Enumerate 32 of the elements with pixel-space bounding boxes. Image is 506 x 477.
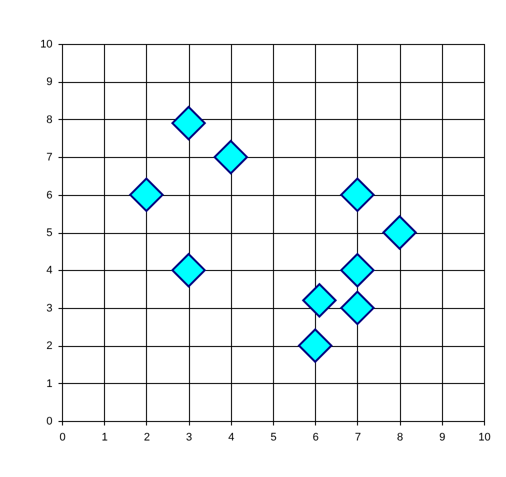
y-tick-label: 6 bbox=[46, 189, 52, 202]
x-tick-label: 2 bbox=[144, 432, 150, 444]
point bbox=[302, 283, 337, 318]
point bbox=[382, 215, 417, 250]
y-tick-label: 10 bbox=[40, 38, 52, 50]
x-tick-label: 9 bbox=[439, 432, 446, 444]
point bbox=[298, 328, 332, 363]
x-tick-label: 8 bbox=[397, 432, 404, 444]
x-tick-label: 10 bbox=[478, 432, 491, 444]
x-tick-label: 4 bbox=[228, 432, 234, 444]
y-tick-label: 0 bbox=[46, 416, 52, 428]
point bbox=[129, 178, 164, 212]
y-tick-label: 7 bbox=[46, 152, 52, 164]
x-tick-label: 7 bbox=[354, 432, 361, 444]
x-tick-label: 0 bbox=[59, 432, 66, 444]
y-tick-label: 9 bbox=[46, 76, 52, 88]
x-tick-label: 6 bbox=[312, 432, 319, 444]
x-tick-label: 3 bbox=[186, 432, 192, 444]
y-tick-label: 1 bbox=[46, 378, 52, 390]
x-tick-label: 1 bbox=[102, 432, 108, 444]
point bbox=[340, 253, 375, 288]
y-tick-label: 4 bbox=[46, 264, 52, 277]
y-tick-label: 5 bbox=[46, 227, 52, 239]
point bbox=[340, 178, 375, 212]
point bbox=[171, 253, 206, 288]
y-tick-label: 2 bbox=[46, 340, 52, 352]
point bbox=[171, 106, 206, 140]
y-tick-label: 3 bbox=[46, 302, 52, 314]
point bbox=[340, 290, 375, 326]
point bbox=[214, 140, 248, 174]
x-tick-label: 5 bbox=[270, 432, 277, 444]
y-tick-label: 8 bbox=[46, 114, 52, 126]
